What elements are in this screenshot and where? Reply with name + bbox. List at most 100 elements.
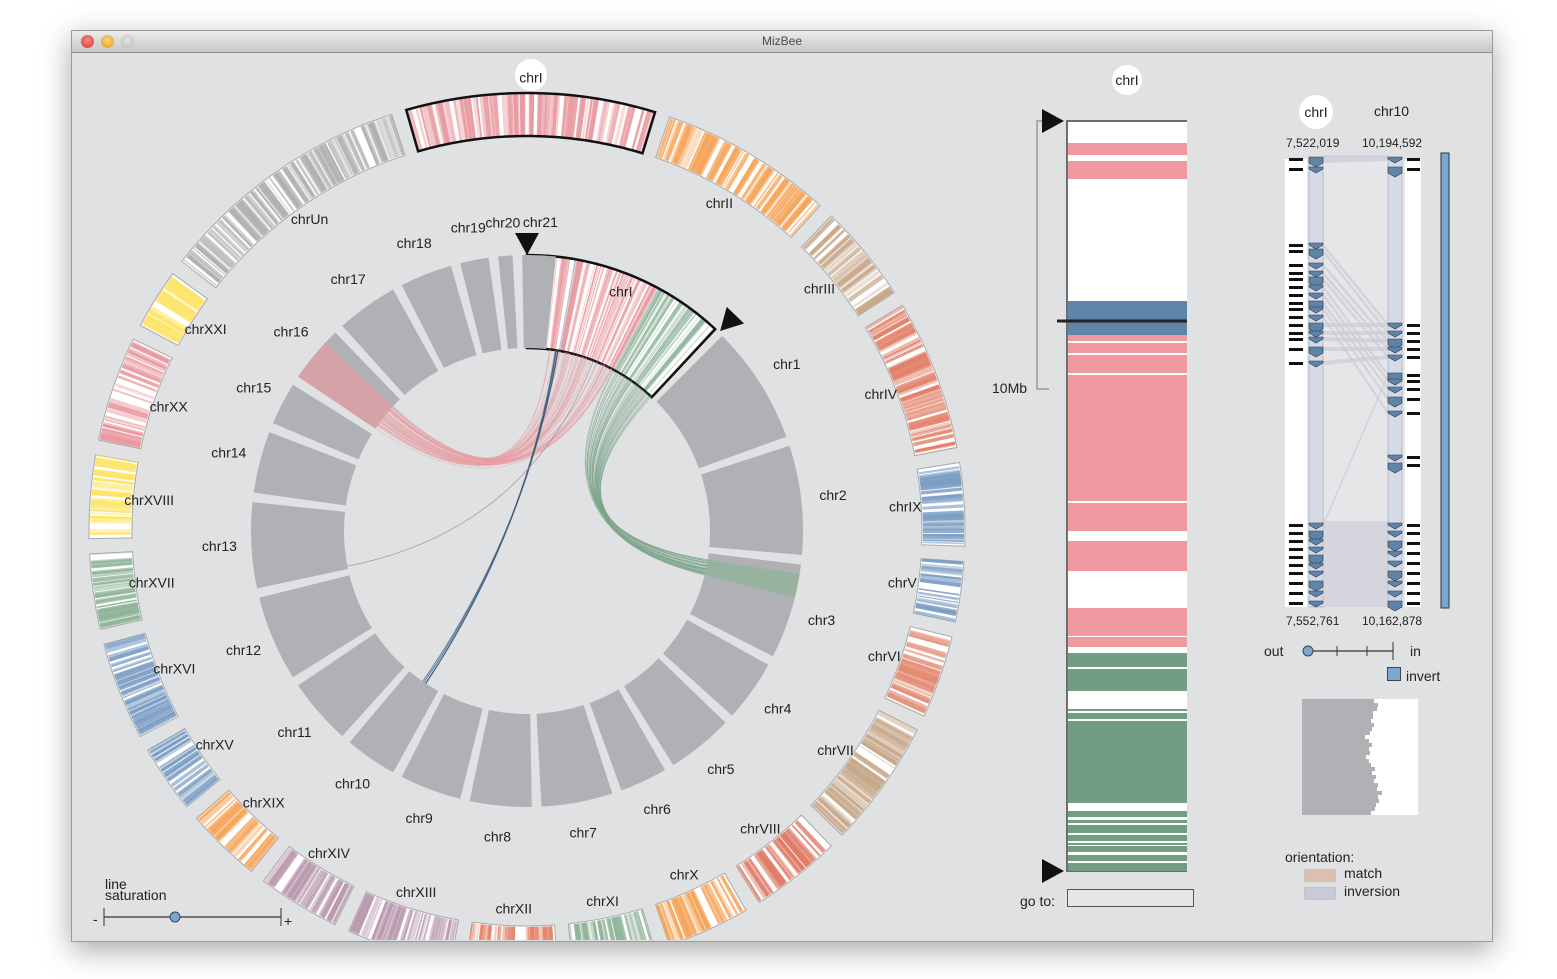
outer-chromosome-chrIII[interactable]: chrIII	[800, 215, 896, 317]
block-overview-thumbnail[interactable]	[1302, 699, 1418, 815]
outer-chromosome-chrVII[interactable]: chrVII	[810, 709, 918, 836]
outer-chromosome-chrII[interactable]: chrII	[654, 116, 821, 239]
inner-chromosome-chrI[interactable]: chrI	[525, 253, 717, 399]
inner-chromosome-chr12[interactable]: chr12	[226, 575, 372, 678]
zoom-slider[interactable]	[1300, 639, 1400, 663]
synteny-band[interactable]	[1068, 811, 1187, 817]
gene-marker[interactable]	[1308, 262, 1324, 270]
outer-chromosome-chrXX[interactable]: chrXX	[97, 338, 189, 450]
synteny-band[interactable]	[1068, 721, 1187, 803]
gene-marker[interactable]	[1308, 522, 1324, 530]
gene-marker[interactable]	[1308, 156, 1324, 168]
gene-marker[interactable]	[1308, 360, 1324, 368]
gene-marker[interactable]	[1387, 378, 1403, 386]
outer-chromosome-chrXVII[interactable]: chrXVII	[89, 551, 175, 631]
gene-marker[interactable]	[1308, 248, 1324, 260]
synteny-band[interactable]	[1068, 669, 1187, 691]
close-window-button[interactable]	[81, 35, 94, 48]
selection-end-handle[interactable]	[711, 306, 745, 339]
gene-marker[interactable]	[1387, 540, 1403, 552]
synteny-band[interactable]	[1068, 161, 1187, 179]
block-scrollbar[interactable]	[1440, 152, 1450, 609]
outer-chromosome-chrXIV[interactable]: chrXIV	[262, 845, 355, 926]
outer-chromosome-chrXIX[interactable]: chrXIX	[195, 789, 285, 873]
gene-marker[interactable]	[1308, 242, 1324, 250]
invert-checkbox[interactable]	[1387, 667, 1401, 681]
gene-marker[interactable]	[1387, 600, 1403, 611]
synteny-band[interactable]	[1068, 355, 1187, 373]
inner-chromosome-chr13[interactable]: chr13	[202, 502, 348, 589]
gene-marker[interactable]	[1387, 580, 1403, 588]
synteny-band[interactable]	[1068, 375, 1187, 501]
gene-marker[interactable]	[1308, 562, 1324, 570]
outer-chromosome-chrXIII[interactable]: chrXIII	[348, 884, 459, 940]
goto-input[interactable]	[1067, 889, 1194, 907]
range-start-handle[interactable]	[1042, 109, 1064, 133]
gene-marker[interactable]	[1308, 590, 1324, 598]
outer-chromosome-chrXI[interactable]: chrXI	[567, 893, 655, 940]
outer-chromosome-chrIX[interactable]: chrIX	[889, 461, 966, 547]
title-bar[interactable]: MizBee	[72, 31, 1492, 53]
gene-marker[interactable]	[1387, 590, 1403, 598]
gene-marker[interactable]	[1387, 354, 1403, 362]
gene-marker[interactable]	[1387, 322, 1403, 330]
outer-chromosome-chrVI[interactable]: chrVI	[868, 625, 953, 717]
synteny-band[interactable]	[1068, 713, 1187, 719]
inner-chromosome-chr7[interactable]: chr7	[536, 705, 613, 841]
gene-marker[interactable]	[1387, 166, 1403, 178]
gene-marker[interactable]	[1308, 306, 1324, 314]
inner-chromosome-chr2[interactable]: chr2	[701, 445, 847, 556]
synteny-band[interactable]	[1068, 503, 1187, 531]
gene-marker[interactable]	[1308, 336, 1324, 344]
inner-chromosome-chr11[interactable]: chr11	[278, 633, 405, 740]
outer-chromosome-chrXXI[interactable]: chrXXI	[139, 272, 227, 347]
gene-marker[interactable]	[1387, 410, 1403, 418]
block-view[interactable]	[1277, 151, 1477, 611]
synteny-band[interactable]	[1068, 709, 1187, 711]
inner-chromosome-chr14[interactable]: chr14	[211, 432, 357, 506]
synteny-band[interactable]	[1068, 820, 1187, 823]
outer-chromosome-chrI[interactable]: chrI	[404, 59, 657, 155]
synteny-band[interactable]	[1068, 846, 1187, 852]
circle-view[interactable]: chrI chrII chrIII chrIV chrIX chrV chrVI chrVII…	[72, 52, 992, 940]
inner-chromosome-chr20[interactable]: chr20	[485, 215, 521, 350]
gene-marker[interactable]	[1308, 292, 1324, 300]
inner-chromosome-chr10[interactable]: chr10	[335, 671, 439, 792]
inner-chromosome-chr6[interactable]: chr6	[589, 689, 671, 817]
inner-chromosome-chr4[interactable]: chr4	[662, 619, 792, 717]
synteny-band[interactable]	[1068, 343, 1187, 353]
gene-marker[interactable]	[1308, 538, 1324, 546]
inner-chromosome-chr19[interactable]: chr19	[451, 219, 502, 354]
synteny-band[interactable]	[1068, 653, 1187, 667]
gene-marker[interactable]	[1308, 270, 1324, 278]
selection-start-handle[interactable]	[515, 233, 539, 255]
gene-marker[interactable]	[1308, 546, 1324, 554]
gene-marker[interactable]	[1387, 560, 1403, 568]
genome-view[interactable]	[987, 101, 1187, 891]
inner-chromosome-chr21[interactable]: chr21	[522, 214, 558, 350]
gene-marker[interactable]	[1387, 530, 1403, 538]
gene-marker[interactable]	[1387, 156, 1403, 164]
synteny-band[interactable]	[1068, 608, 1187, 636]
synteny-band[interactable]	[1068, 835, 1187, 841]
gene-marker[interactable]	[1308, 330, 1324, 338]
outer-chromosome-chrIV[interactable]: chrIV	[864, 304, 958, 457]
gene-marker[interactable]	[1387, 386, 1403, 394]
inner-chromosome-chr9[interactable]: chr9	[401, 694, 483, 826]
gene-marker[interactable]	[1308, 166, 1324, 174]
gene-marker[interactable]	[1308, 284, 1324, 292]
gene-marker[interactable]	[1308, 570, 1324, 578]
inner-chromosome-chr1[interactable]: chr1	[656, 335, 801, 469]
inner-chromosome-chr8[interactable]: chr8	[469, 710, 532, 844]
outer-chromosome-chrXVI[interactable]: chrXVI	[103, 632, 195, 738]
synteny-band[interactable]	[1068, 335, 1187, 341]
outer-chromosome-chrXV[interactable]: chrXV	[146, 727, 235, 808]
synteny-band[interactable]	[1068, 825, 1187, 833]
line-saturation-slider[interactable]	[100, 905, 290, 929]
outer-chromosome-chrXII[interactable]: chrXII	[466, 900, 558, 940]
gene-marker[interactable]	[1387, 570, 1403, 582]
outer-chromosome-chrUn[interactable]: chrUn	[181, 113, 406, 289]
gene-marker[interactable]	[1387, 396, 1403, 408]
gene-marker[interactable]	[1387, 330, 1403, 338]
inner-chromosome-chr15[interactable]: chr15	[236, 379, 372, 460]
